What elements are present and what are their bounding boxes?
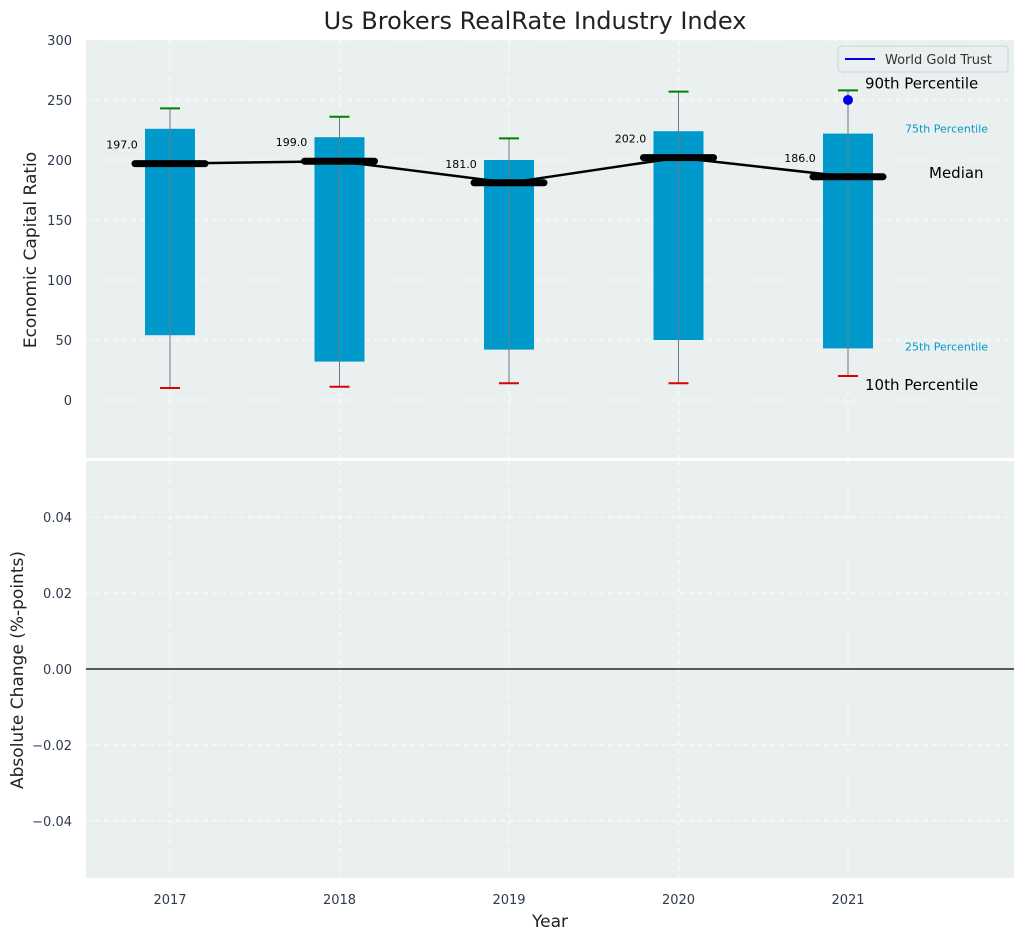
median-value-label: 186.0 — [784, 152, 816, 165]
top-y-tick-label: 150 — [47, 214, 72, 229]
chart-title: Us Brokers RealRate Industry Index — [324, 7, 747, 35]
top-y-tick-label: 0 — [64, 394, 72, 409]
world-gold-trust-point — [843, 95, 853, 105]
median-value-label: 202.0 — [615, 133, 647, 146]
top-y-tick-label: 250 — [47, 94, 72, 109]
bottom-y-tick-label: −0.04 — [32, 815, 72, 830]
annotation-median: Median — [929, 164, 984, 182]
top-y-tick-label: 50 — [55, 334, 72, 349]
bottom-y-tick-label: 0.00 — [43, 663, 72, 678]
x-tick-label: 2020 — [662, 893, 695, 908]
x-tick-label: 2019 — [492, 893, 525, 908]
annotation-10th-percentile: 10th Percentile — [865, 376, 978, 394]
x-tick-label: 2018 — [323, 893, 356, 908]
bottom-y-tick-label: −0.02 — [32, 739, 72, 754]
top-y-tick-label: 100 — [47, 274, 72, 289]
bottom-y-tick-label: 0.04 — [43, 511, 72, 526]
top-plot-background — [86, 40, 1014, 458]
top-plot-marks: 197.0 199.0 181.0 202.0 186.0 90th Percentile… — [106, 74, 988, 394]
legend-box — [837, 45, 1009, 73]
median-value-label: 199.0 — [276, 136, 308, 149]
x-tick-label: 2021 — [831, 893, 864, 908]
top-y-axis-label: Economic Capital Ratio — [21, 152, 41, 348]
annotation-75th-percentile: 75th Percentile — [905, 123, 988, 136]
top-y-tick-label: 200 — [47, 154, 72, 169]
median-value-label: 197.0 — [106, 139, 138, 152]
legend-label-world-gold-trust: World Gold Trust — [885, 53, 992, 68]
annotation-90th-percentile: 90th Percentile — [865, 74, 978, 92]
legend: World Gold Trust — [837, 45, 1009, 73]
bottom-y-axis-label: Absolute Change (%-points) — [8, 551, 28, 789]
top-y-tick-label: 300 — [47, 34, 72, 49]
median-value-label: 181.0 — [445, 158, 477, 171]
x-axis-label: Year — [531, 912, 568, 932]
bottom-y-tick-label: 0.02 — [43, 587, 72, 602]
x-tick-label: 2017 — [153, 893, 186, 908]
annotation-25th-percentile: 25th Percentile — [905, 340, 988, 353]
axis-ticks: 0 50 100 150 200 250 300 0.04 0.02 0.00 −0.02 −0.04… — [32, 34, 864, 908]
